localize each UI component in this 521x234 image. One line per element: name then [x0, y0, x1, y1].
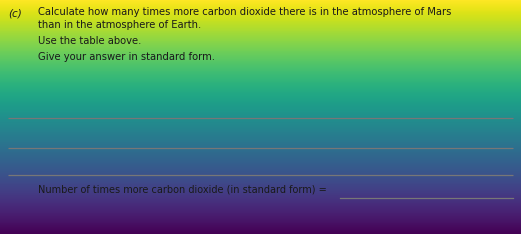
Text: Use the table above.: Use the table above.	[38, 36, 141, 46]
Text: Number of times more carbon dioxide (in standard form) =: Number of times more carbon dioxide (in …	[38, 185, 327, 195]
Text: Give your answer in standard form.: Give your answer in standard form.	[38, 52, 215, 62]
Text: Calculate how many times more carbon dioxide there is in the atmosphere of Mars: Calculate how many times more carbon dio…	[38, 7, 451, 17]
Text: (c): (c)	[8, 8, 22, 18]
Text: than in the atmosphere of Earth.: than in the atmosphere of Earth.	[38, 20, 201, 30]
